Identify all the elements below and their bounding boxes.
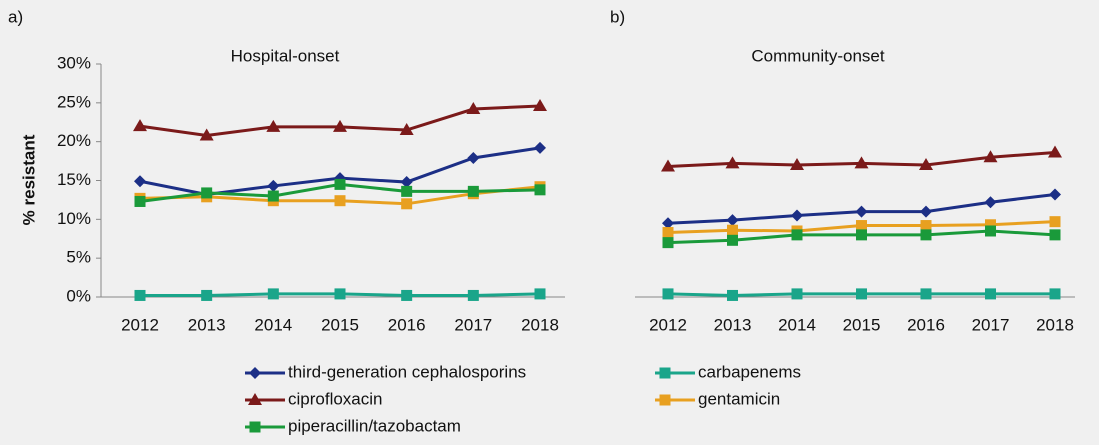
- marker: [985, 225, 996, 237]
- marker: [662, 237, 674, 249]
- marker: [534, 184, 546, 196]
- y-tick-label: 25%: [57, 92, 91, 111]
- marker: [400, 176, 413, 189]
- marker: [983, 150, 998, 163]
- marker: [659, 394, 671, 406]
- marker: [662, 217, 674, 230]
- x-tick-label: 2013: [188, 315, 226, 334]
- y-tick-label: 0%: [66, 286, 91, 305]
- y-tick-label: 30%: [57, 53, 91, 72]
- marker: [920, 288, 932, 300]
- marker: [467, 289, 479, 301]
- x-tick-label: 2016: [907, 315, 945, 334]
- marker: [920, 220, 932, 232]
- y-tick-label: 5%: [66, 248, 91, 267]
- x-tick-label: 2017: [454, 315, 492, 334]
- marker: [919, 157, 933, 170]
- x-tick-label: 2012: [121, 315, 159, 334]
- marker: [334, 195, 346, 207]
- marker: [726, 214, 739, 227]
- marker: [399, 123, 414, 136]
- marker: [856, 229, 867, 241]
- marker: [201, 289, 213, 301]
- legend-label: piperacillin/tazobactam: [288, 416, 461, 435]
- marker: [790, 157, 804, 170]
- marker: [467, 185, 479, 197]
- marker: [334, 178, 346, 190]
- legend-label: carbapenems: [698, 362, 801, 381]
- marker: [984, 196, 997, 209]
- marker: [401, 289, 413, 301]
- marker: [791, 229, 803, 241]
- legend-label: third-generation cephalosporins: [288, 362, 526, 381]
- marker: [534, 141, 546, 154]
- marker: [1049, 229, 1061, 241]
- marker: [133, 119, 147, 132]
- marker: [534, 288, 546, 300]
- marker: [533, 98, 547, 111]
- x-tick-label: 2012: [649, 315, 687, 334]
- marker: [249, 367, 261, 379]
- marker: [854, 156, 869, 169]
- x-tick-label: 2014: [254, 315, 292, 334]
- marker: [725, 156, 740, 169]
- marker: [401, 198, 413, 210]
- x-tick-label: 2014: [778, 315, 816, 334]
- y-axis-label: % resistant: [19, 134, 38, 225]
- marker: [855, 205, 868, 218]
- marker: [267, 288, 279, 300]
- marker: [659, 367, 671, 379]
- panel-label: a): [8, 7, 23, 26]
- chart-title: Community-onset: [751, 46, 884, 65]
- marker: [920, 205, 932, 218]
- marker: [791, 209, 803, 222]
- marker: [985, 219, 996, 231]
- x-tick-label: 2013: [714, 315, 752, 334]
- marker: [249, 421, 261, 433]
- marker: [1049, 188, 1061, 201]
- x-tick-label: 2018: [521, 315, 559, 334]
- panel-label: b): [610, 7, 625, 26]
- marker: [662, 227, 674, 239]
- y-tick-label: 10%: [57, 209, 91, 228]
- x-tick-label: 2017: [972, 315, 1010, 334]
- marker: [267, 179, 280, 192]
- marker: [334, 288, 346, 300]
- marker: [466, 102, 481, 115]
- marker: [1048, 145, 1062, 158]
- marker: [1049, 216, 1061, 228]
- marker: [662, 288, 674, 300]
- marker: [1049, 288, 1061, 300]
- chart-title: Hospital-onset: [231, 46, 340, 65]
- marker: [727, 289, 738, 301]
- marker: [727, 234, 738, 246]
- marker: [401, 185, 413, 197]
- marker: [985, 288, 996, 300]
- marker: [134, 195, 146, 207]
- x-tick-label: 2015: [321, 315, 359, 334]
- marker: [199, 128, 214, 141]
- y-tick-label: 15%: [57, 170, 91, 189]
- marker: [267, 190, 279, 202]
- marker: [920, 229, 932, 241]
- marker: [661, 159, 675, 172]
- marker: [856, 288, 867, 300]
- marker: [727, 224, 738, 236]
- y-tick-label: 20%: [57, 131, 91, 150]
- marker: [134, 289, 146, 301]
- legend-label: ciprofloxacin: [288, 389, 383, 408]
- marker: [201, 187, 213, 199]
- marker: [791, 288, 803, 300]
- marker: [248, 393, 262, 405]
- marker: [266, 119, 281, 132]
- marker: [333, 119, 347, 132]
- x-tick-label: 2018: [1036, 315, 1074, 334]
- marker: [134, 175, 146, 188]
- x-tick-label: 2016: [388, 315, 426, 334]
- x-tick-label: 2015: [843, 315, 881, 334]
- marker: [856, 220, 867, 232]
- legend-label: gentamicin: [698, 389, 780, 408]
- marker: [467, 151, 480, 164]
